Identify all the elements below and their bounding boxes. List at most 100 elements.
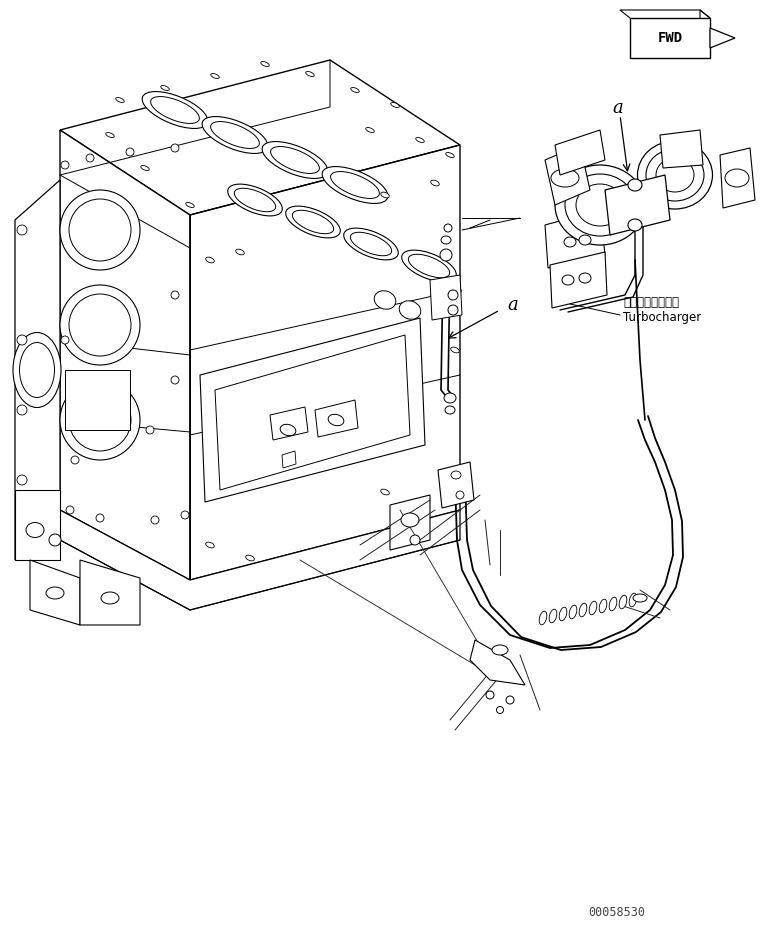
Ellipse shape: [17, 405, 27, 415]
Ellipse shape: [381, 192, 389, 198]
Ellipse shape: [234, 188, 276, 212]
Ellipse shape: [445, 406, 455, 414]
Ellipse shape: [579, 235, 591, 245]
Polygon shape: [60, 60, 460, 215]
Ellipse shape: [638, 141, 712, 209]
Polygon shape: [438, 462, 474, 508]
Ellipse shape: [555, 165, 645, 245]
Text: a: a: [612, 99, 623, 117]
Polygon shape: [190, 145, 460, 580]
Ellipse shape: [633, 594, 647, 602]
Polygon shape: [65, 370, 130, 430]
Polygon shape: [270, 407, 308, 440]
Ellipse shape: [331, 171, 380, 199]
Ellipse shape: [96, 514, 104, 522]
Ellipse shape: [105, 132, 114, 138]
Ellipse shape: [171, 144, 179, 152]
Ellipse shape: [260, 62, 269, 66]
Ellipse shape: [17, 335, 27, 345]
Ellipse shape: [451, 471, 461, 479]
Polygon shape: [545, 145, 590, 205]
Ellipse shape: [69, 199, 131, 261]
Ellipse shape: [142, 91, 208, 129]
Text: a: a: [507, 296, 518, 314]
Ellipse shape: [171, 291, 179, 299]
Ellipse shape: [26, 523, 44, 538]
Ellipse shape: [286, 206, 340, 238]
Ellipse shape: [306, 72, 314, 76]
Ellipse shape: [579, 603, 587, 617]
Text: Turbocharger: Turbocharger: [623, 311, 701, 324]
Polygon shape: [555, 130, 605, 175]
Ellipse shape: [456, 491, 464, 499]
Ellipse shape: [551, 169, 579, 187]
Ellipse shape: [211, 121, 260, 148]
Ellipse shape: [141, 166, 150, 171]
Ellipse shape: [448, 290, 458, 300]
Ellipse shape: [13, 333, 61, 407]
Ellipse shape: [560, 607, 567, 621]
Ellipse shape: [228, 185, 282, 216]
Polygon shape: [315, 400, 358, 437]
Ellipse shape: [565, 174, 635, 236]
Ellipse shape: [366, 128, 374, 132]
Ellipse shape: [343, 228, 398, 260]
Ellipse shape: [448, 305, 458, 315]
Ellipse shape: [69, 389, 131, 451]
Ellipse shape: [609, 597, 617, 610]
Ellipse shape: [211, 74, 219, 78]
Ellipse shape: [205, 542, 214, 548]
Ellipse shape: [160, 86, 169, 90]
Ellipse shape: [381, 489, 389, 495]
Polygon shape: [282, 451, 296, 468]
Ellipse shape: [292, 211, 334, 234]
Polygon shape: [215, 335, 410, 490]
Ellipse shape: [17, 475, 27, 485]
Polygon shape: [550, 252, 607, 308]
Ellipse shape: [60, 285, 140, 365]
Ellipse shape: [646, 149, 704, 201]
Ellipse shape: [280, 424, 296, 435]
Polygon shape: [430, 275, 462, 320]
Ellipse shape: [408, 254, 449, 278]
Ellipse shape: [497, 706, 504, 714]
Ellipse shape: [186, 202, 195, 208]
Ellipse shape: [415, 138, 424, 143]
Ellipse shape: [619, 596, 627, 609]
Polygon shape: [390, 495, 430, 550]
Text: 00058530: 00058530: [588, 907, 645, 920]
Ellipse shape: [628, 179, 642, 191]
Ellipse shape: [401, 513, 419, 527]
Ellipse shape: [564, 237, 576, 247]
Ellipse shape: [60, 380, 140, 460]
Ellipse shape: [151, 516, 159, 524]
Ellipse shape: [262, 142, 328, 178]
Polygon shape: [15, 180, 60, 560]
Polygon shape: [660, 130, 703, 168]
Ellipse shape: [401, 250, 456, 281]
Ellipse shape: [60, 190, 140, 270]
Ellipse shape: [328, 415, 344, 426]
Ellipse shape: [236, 249, 244, 254]
Ellipse shape: [549, 610, 556, 623]
Ellipse shape: [629, 593, 637, 607]
Polygon shape: [720, 148, 755, 208]
Ellipse shape: [492, 645, 508, 655]
Ellipse shape: [399, 301, 421, 320]
Polygon shape: [605, 175, 670, 235]
Ellipse shape: [391, 103, 399, 107]
Ellipse shape: [101, 592, 119, 604]
Ellipse shape: [17, 225, 27, 235]
Ellipse shape: [66, 506, 74, 514]
Polygon shape: [630, 18, 710, 58]
Ellipse shape: [246, 555, 254, 561]
Ellipse shape: [86, 154, 94, 162]
Ellipse shape: [126, 148, 134, 156]
Ellipse shape: [599, 599, 607, 613]
Ellipse shape: [440, 249, 452, 261]
Ellipse shape: [322, 167, 388, 203]
Ellipse shape: [49, 534, 61, 546]
Ellipse shape: [46, 587, 64, 599]
Ellipse shape: [71, 456, 79, 464]
Ellipse shape: [150, 97, 199, 123]
